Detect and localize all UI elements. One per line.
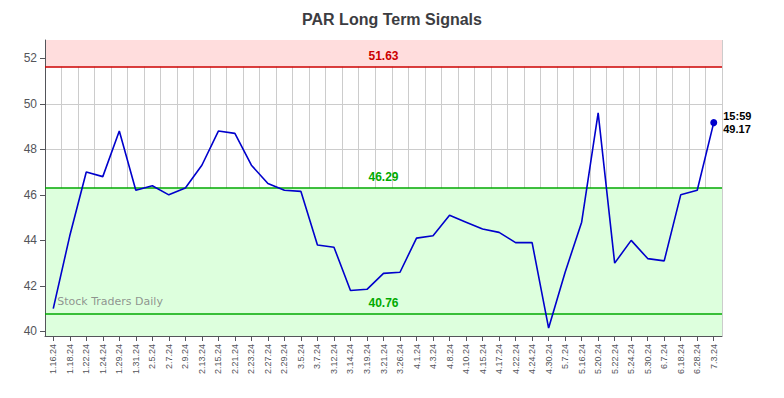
- svg-text:6.7.24: 6.7.24: [659, 344, 669, 369]
- svg-text:49.17: 49.17: [723, 123, 751, 135]
- svg-text:3.12.24: 3.12.24: [329, 344, 339, 374]
- svg-text:6.18.24: 6.18.24: [676, 344, 686, 374]
- svg-text:Stock Traders Daily: Stock Traders Daily: [57, 295, 163, 308]
- svg-text:2.13.24: 2.13.24: [197, 344, 207, 374]
- svg-text:42: 42: [24, 279, 38, 293]
- svg-text:4.3.24: 4.3.24: [428, 344, 438, 369]
- svg-text:5.22.24: 5.22.24: [610, 344, 620, 374]
- svg-text:2.7.24: 2.7.24: [164, 344, 174, 369]
- svg-text:3.5.24: 3.5.24: [296, 344, 306, 369]
- svg-text:3.7.24: 3.7.24: [312, 344, 322, 369]
- svg-text:4.15.24: 4.15.24: [478, 344, 488, 374]
- svg-text:7.3.24: 7.3.24: [709, 344, 719, 369]
- svg-text:6.28.24: 6.28.24: [692, 344, 702, 374]
- svg-text:1.31.24: 1.31.24: [131, 344, 141, 374]
- svg-text:3.26.24: 3.26.24: [395, 344, 405, 374]
- svg-text:50: 50: [24, 97, 38, 111]
- svg-text:52: 52: [24, 51, 38, 65]
- svg-text:2.15.24: 2.15.24: [213, 344, 223, 374]
- svg-text:5.24.24: 5.24.24: [626, 344, 636, 374]
- svg-text:46: 46: [24, 188, 38, 202]
- svg-text:5.7.24: 5.7.24: [560, 344, 570, 369]
- svg-text:1.16.24: 1.16.24: [48, 344, 58, 374]
- svg-text:1.29.24: 1.29.24: [114, 344, 124, 374]
- svg-text:2.21.24: 2.21.24: [230, 344, 240, 374]
- svg-text:1.18.24: 1.18.24: [65, 344, 75, 374]
- svg-text:5.20.24: 5.20.24: [593, 344, 603, 374]
- svg-text:3.19.24: 3.19.24: [362, 344, 372, 374]
- svg-text:51.63: 51.63: [368, 49, 398, 63]
- svg-text:4.30.24: 4.30.24: [544, 344, 554, 374]
- svg-text:2.23.24: 2.23.24: [246, 344, 256, 374]
- svg-text:48: 48: [24, 142, 38, 156]
- svg-text:4.1.24: 4.1.24: [412, 344, 422, 369]
- svg-text:4.17.24: 4.17.24: [494, 344, 504, 374]
- svg-text:3.14.24: 3.14.24: [345, 344, 355, 374]
- svg-text:2.9.24: 2.9.24: [180, 344, 190, 369]
- svg-text:40: 40: [24, 324, 38, 338]
- svg-text:44: 44: [24, 233, 38, 247]
- svg-text:15:59: 15:59: [723, 110, 751, 122]
- svg-text:4.10.24: 4.10.24: [461, 344, 471, 374]
- svg-text:5.30.24: 5.30.24: [643, 344, 653, 374]
- svg-text:4.24.24: 4.24.24: [527, 344, 537, 374]
- svg-text:2.29.24: 2.29.24: [279, 344, 289, 374]
- svg-text:5.16.24: 5.16.24: [577, 344, 587, 374]
- svg-text:2.5.24: 2.5.24: [147, 344, 157, 369]
- svg-text:4.8.24: 4.8.24: [445, 344, 455, 369]
- svg-text:4.22.24: 4.22.24: [511, 344, 521, 374]
- svg-text:3.21.24: 3.21.24: [379, 344, 389, 374]
- svg-text:1.24.24: 1.24.24: [98, 344, 108, 374]
- svg-text:PAR Long Term Signals: PAR Long Term Signals: [302, 11, 482, 28]
- svg-text:46.29: 46.29: [368, 170, 398, 184]
- svg-text:1.22.24: 1.22.24: [81, 344, 91, 374]
- svg-text:40.76: 40.76: [368, 296, 398, 310]
- svg-text:2.27.24: 2.27.24: [263, 344, 273, 374]
